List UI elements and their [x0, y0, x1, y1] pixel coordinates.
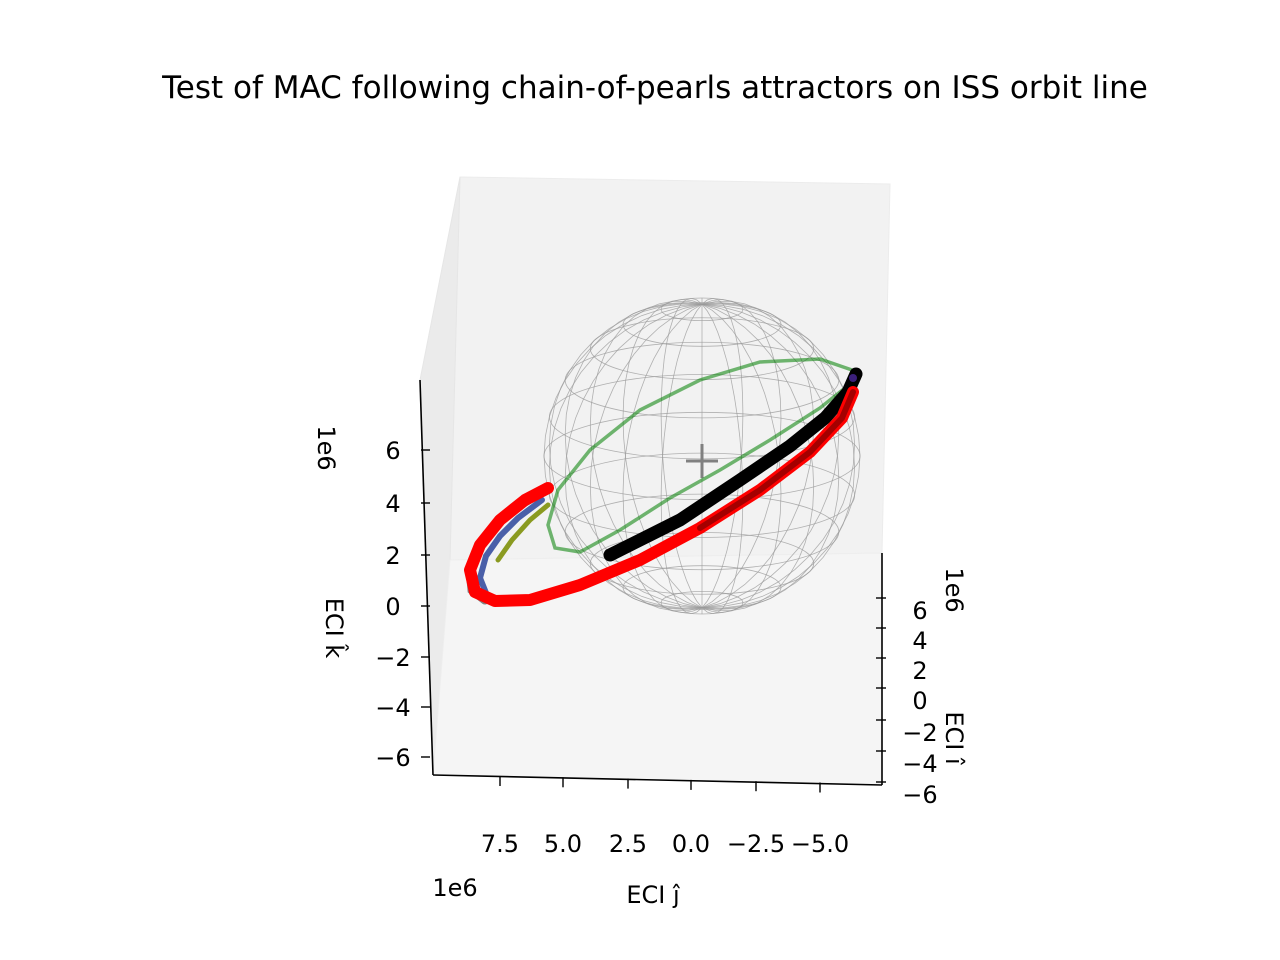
axes-panes	[419, 176, 891, 786]
chart-title: Test of MAC following chain-of-pearls at…	[161, 70, 1148, 106]
z-axis-label: ECI k̂	[320, 598, 348, 659]
y-axis-label: ECI ĵ	[626, 881, 681, 909]
y-tick-label: −5.0	[791, 830, 849, 858]
longitude-line	[622, 299, 782, 613]
x-tick-label: 2	[912, 657, 927, 685]
x-tick-label: 0	[912, 687, 927, 715]
x-axis-offset: 1e6	[940, 567, 968, 612]
z-tick-label: 2	[385, 542, 400, 570]
trace-olive	[495, 502, 551, 563]
attractor-orbit-line	[546, 357, 854, 554]
longitude-line	[660, 297, 744, 615]
longitude-line	[549, 303, 856, 609]
longitude-line	[564, 302, 840, 610]
y-tick-label: −2.5	[727, 830, 785, 858]
y-tick-label: 0.0	[672, 830, 710, 858]
center-marker	[686, 444, 718, 478]
longitude-line	[543, 303, 861, 609]
y-tick-label: 5.0	[544, 830, 582, 858]
longitude-line	[660, 297, 744, 615]
longitude-line	[564, 302, 840, 610]
axis-lines	[419, 379, 883, 786]
y-axis-ticks: 7.5 5.0 2.5 0.0 −2.5 −5.0	[481, 776, 849, 858]
x-tick-label: −4	[902, 750, 937, 778]
x-tick-label: −2	[902, 719, 937, 747]
trace-red-shadow	[697, 389, 856, 531]
longitude-line	[548, 303, 855, 609]
z-tick-label: −2	[375, 644, 410, 672]
z-tick-label: 4	[385, 490, 400, 518]
z-tick-label: 6	[385, 437, 400, 465]
z-axis-line	[419, 379, 434, 776]
longitude-line	[622, 299, 782, 613]
y-axis-offset: 1e6	[432, 874, 477, 902]
y-tick-label: 7.5	[481, 830, 519, 858]
orbit-traces	[464, 357, 863, 607]
longitude-line	[589, 300, 815, 612]
x-tick-label: 4	[912, 627, 927, 655]
floor-pane	[432, 552, 883, 786]
z-tick-label: −4	[375, 694, 410, 722]
z-tick-label: 0	[385, 593, 400, 621]
z-axis-ticks: 6 4 2 0 −2 −4 −6	[375, 437, 430, 772]
x-axis-label: ECI î	[940, 711, 968, 766]
trace-blue	[476, 497, 545, 601]
z-tick-label: −6	[375, 744, 410, 772]
y-tick-label: 2.5	[609, 830, 647, 858]
y-axis-line	[432, 774, 883, 786]
z-axis-offset: 1e6	[312, 425, 340, 470]
trace-purple-tip	[849, 374, 857, 382]
x-tick-label: 6	[912, 597, 927, 625]
x-tick-label: −6	[902, 781, 937, 809]
